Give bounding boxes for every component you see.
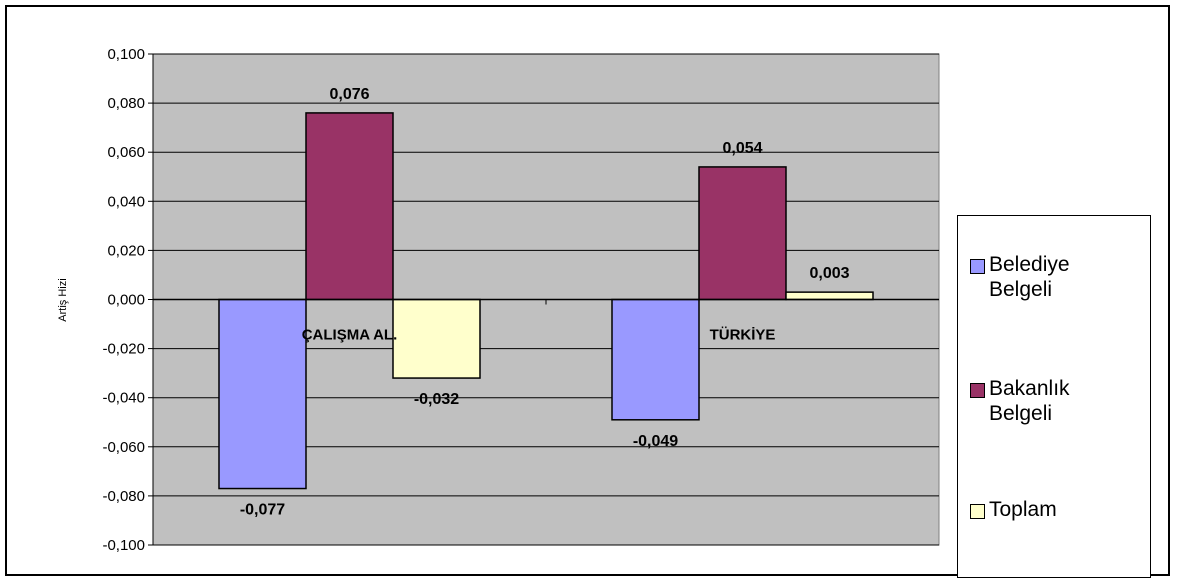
y-tick-label: 0,080 <box>107 95 145 112</box>
axes <box>148 53 939 546</box>
legend-swatch-bakanlik <box>970 383 985 398</box>
data-label: -0,032 <box>414 391 459 408</box>
data-labels: -0,077 0,076 -0,032 -0,049 0,054 0,003 <box>240 86 850 519</box>
category-label: TÜRKİYE <box>710 327 776 344</box>
bar <box>218 298 307 490</box>
y-tick-label: 0,060 <box>107 144 145 161</box>
y-tick-label: 0,040 <box>107 193 145 210</box>
legend-label-bakanlik: Bakanlık Belgeli <box>989 377 1070 425</box>
category-labels: ÇALIŞMA AL. TÜRKİYE <box>302 327 776 344</box>
legend-label-belediye: Belediye Belgeli <box>989 253 1070 301</box>
y-tick-labels: 0,100 0,080 0,060 0,040 0,020 0,000 -0,020 -0,0… <box>102 46 145 554</box>
data-label: 0,003 <box>809 265 849 282</box>
y-tick-label: -0,080 <box>102 488 145 505</box>
data-label: 0,076 <box>329 86 369 103</box>
data-label: -0,049 <box>633 433 678 450</box>
legend-item-bakanlik: Bakanlık Belgeli <box>970 376 1109 426</box>
bar <box>611 298 700 421</box>
legend-item-toplam: Toplam <box>970 497 1109 522</box>
data-label: -0,077 <box>240 502 285 519</box>
data-label: 0,054 <box>722 140 762 157</box>
bar <box>392 298 481 379</box>
y-tick-label: -0,100 <box>102 537 145 554</box>
y-tick-label: 0,020 <box>107 242 145 259</box>
y-tick-label: -0,060 <box>102 439 145 456</box>
bar <box>305 112 394 301</box>
legend-item-belediye: Belediye Belgeli <box>970 252 1109 302</box>
legend: Belediye Belgeli Bakanlık Belgeli Toplam <box>957 215 1151 578</box>
bar <box>698 166 787 301</box>
y-tick-label: -0,040 <box>102 390 145 407</box>
legend-label-toplam: Toplam <box>989 498 1057 521</box>
category-label: ÇALIŞMA AL. <box>302 327 398 344</box>
y-tick-label: -0,020 <box>102 341 145 358</box>
legend-swatch-belediye <box>970 259 985 274</box>
legend-swatch-toplam <box>970 504 985 519</box>
y-axis-title: Artiş Hizi <box>57 278 69 321</box>
y-tick-label: 0,000 <box>107 292 145 309</box>
bar <box>785 291 874 301</box>
bars <box>218 112 874 490</box>
y-tick-label: 0,100 <box>107 46 145 63</box>
